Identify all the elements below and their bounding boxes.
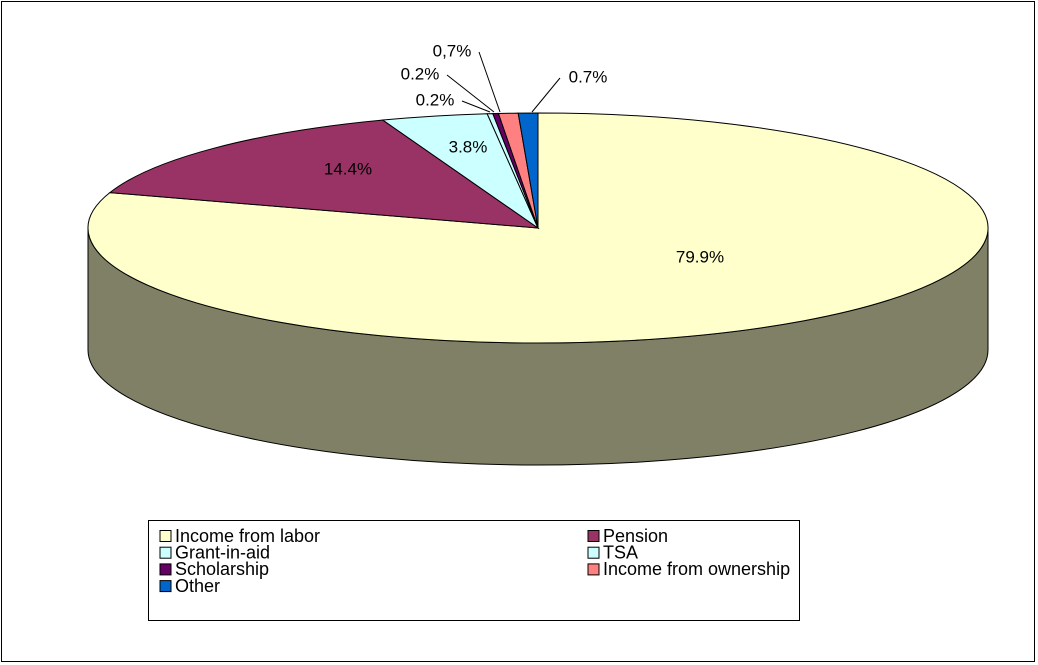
leader-line [478,51,501,113]
legend-swatch [587,546,600,559]
legend-label: Income from ownership [603,559,790,579]
data-label: 0.2% [416,90,455,109]
legend-label: Grant-in-aid [175,542,270,562]
leader-line [531,77,561,113]
legend-label: Scholarship [175,559,269,579]
legend-box [148,520,800,621]
legend-swatch [587,530,600,542]
legend: Income from labor Pension Grant-in-aid TSA S… [159,526,790,596]
data-label: 0.7% [569,67,608,86]
leader-line [446,74,495,113]
data-label: 0,7% [433,41,472,60]
data-label: 3.8% [449,137,488,156]
legend-swatch [159,580,172,593]
legend-swatch [587,563,600,576]
legend-label: TSA [603,542,638,562]
legend-label: Pension [603,526,668,546]
data-label: 79.9% [676,247,724,266]
legend-swatch [159,563,172,576]
pie-slice [517,112,539,229]
legend-swatch [159,546,172,559]
legend-swatch [159,530,172,542]
data-label: 0.2% [401,64,440,83]
pie-slice [108,119,540,229]
leader-line [461,100,491,113]
legend-label: Income from labor [175,526,320,546]
data-label: 14.4% [324,159,372,178]
legend-label: Other [175,576,220,596]
